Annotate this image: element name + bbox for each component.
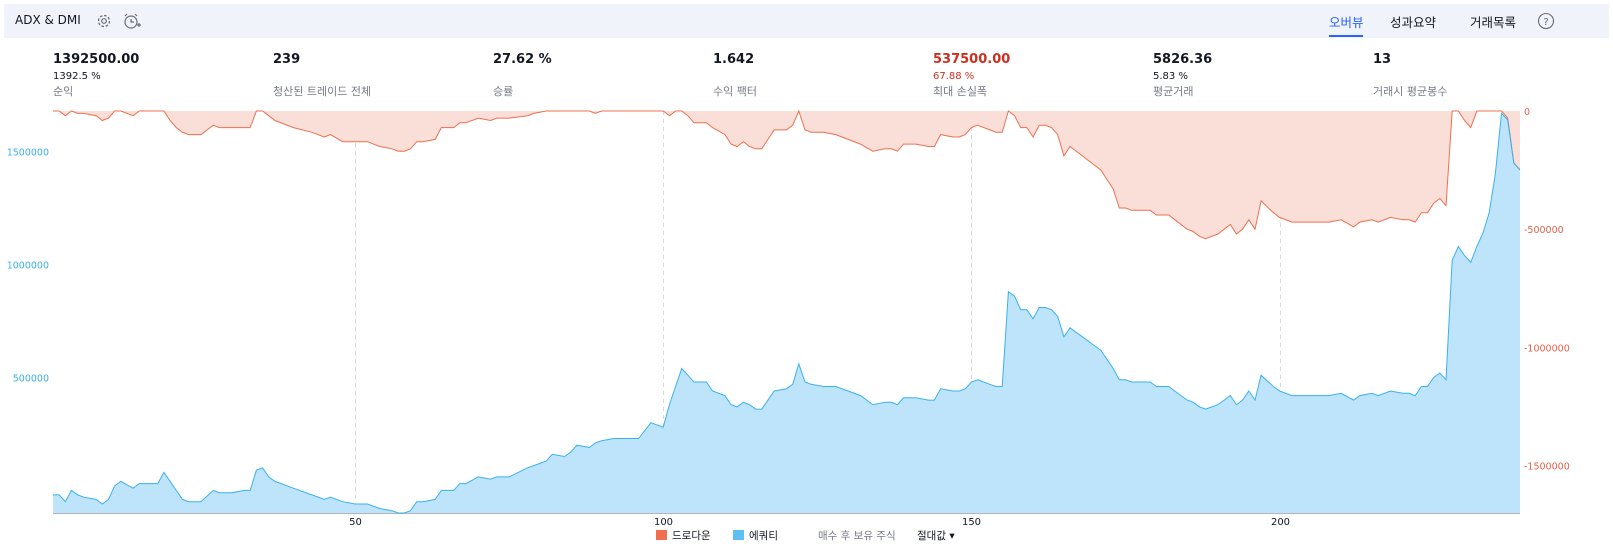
x-tick-label: 50 xyxy=(349,517,362,528)
strategy-title: ADX & DMI xyxy=(15,13,81,27)
stat-value: 13 xyxy=(1373,52,1392,67)
stat-closed-trades: 239 청산된 트레이드 전체 xyxy=(273,52,371,99)
left-axis-tick-label: 1000000 xyxy=(7,261,49,272)
stat-value: 239 xyxy=(273,52,301,67)
legend-swatch-drawdown xyxy=(656,530,667,540)
legend-label: 에쿼티 xyxy=(749,530,778,542)
help-icon[interactable]: ? xyxy=(1536,11,1556,31)
legend-equity[interactable]: 에쿼티 xyxy=(733,528,778,543)
alarm-clock-icon[interactable] xyxy=(122,11,142,31)
x-tick-label: 200 xyxy=(1271,517,1290,528)
svg-text:?: ? xyxy=(1543,17,1548,28)
equity-line xyxy=(53,112,1521,514)
stat-label: 평균거래 xyxy=(1153,85,1194,98)
stat-avg-bars: 13 거래시 평균봉수 xyxy=(1373,52,1447,99)
right-axis-tick-label: -1000000 xyxy=(1524,343,1570,354)
legend-buy-hold[interactable]: 매수 후 보유 주식 xyxy=(818,530,896,542)
drawdown-area xyxy=(53,111,1520,239)
stat-label: 수익 팩터 xyxy=(713,85,757,98)
right-axis-tick-label: -500000 xyxy=(1524,225,1564,236)
tab-trade-list[interactable]: 거래목록 xyxy=(1470,15,1517,30)
tab-overview[interactable]: 오버뷰 xyxy=(1329,15,1364,30)
stat-average-trade: 5826.36 5.83 % 평균거래 xyxy=(1153,52,1212,99)
right-axis-tick-label: -1500000 xyxy=(1524,462,1570,473)
left-axis-tick-label: 1500000 xyxy=(7,148,49,159)
stat-max-drawdown: 537500.00 67.88 % 최대 손실폭 xyxy=(933,52,1010,99)
stat-sub: 1392.5 % xyxy=(53,71,101,82)
stat-value: 5826.36 xyxy=(1153,52,1213,67)
right-axis-tick-label: 0 xyxy=(1524,107,1530,118)
stat-label: 순익 xyxy=(53,85,74,98)
stat-label: 청산된 트레이드 전체 xyxy=(273,85,372,98)
left-axis-tick-label: 500000 xyxy=(13,373,49,384)
stat-value: 537500.00 xyxy=(933,52,1011,67)
stat-sub: 67.88 % xyxy=(933,71,975,82)
tab-performance-summary[interactable]: 성과요약 xyxy=(1390,15,1437,30)
active-tab-underline xyxy=(1329,35,1363,37)
stat-win-rate: 27.62 % 승률 xyxy=(493,52,552,99)
legend-label: 드로다운 xyxy=(672,530,711,542)
stat-value: 1.642 xyxy=(713,52,755,67)
legend-drawdown[interactable]: 드로다운 xyxy=(656,528,711,543)
stat-label: 승률 xyxy=(493,85,514,98)
legend-swatch-equity xyxy=(733,530,744,540)
equity-area xyxy=(53,113,1520,514)
stat-sub: 5.83 % xyxy=(1153,71,1188,82)
stat-value: 1392500.00 xyxy=(53,52,140,67)
stat-label: 최대 손실폭 xyxy=(933,85,988,98)
stat-value: 27.62 % xyxy=(493,52,552,67)
gear-icon[interactable] xyxy=(94,11,114,31)
absolute-dropdown[interactable]: 절대값 ▾ xyxy=(917,530,955,542)
top-toolbar: ADX & DMI 오버뷰 성과요약 거래목록 ? xyxy=(4,4,1609,38)
x-tick-label: 100 xyxy=(654,517,673,528)
stat-label: 거래시 평균봉수 xyxy=(1373,85,1448,98)
x-tick-label: 150 xyxy=(962,517,981,528)
drawdown-line xyxy=(53,109,1521,240)
stat-net-profit: 1392500.00 1392.5 % 순익 xyxy=(53,52,139,99)
stat-profit-factor: 1.642 수익 팩터 xyxy=(713,52,757,99)
